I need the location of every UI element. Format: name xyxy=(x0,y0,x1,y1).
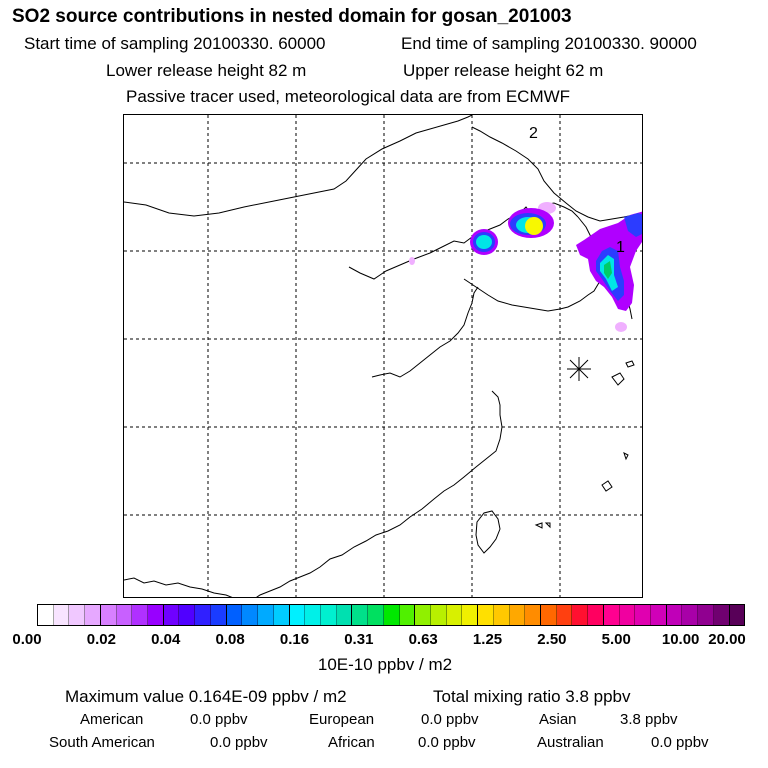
colorbar-swatch xyxy=(273,605,290,625)
colorbar-swatch xyxy=(163,605,180,625)
plume-faint-west xyxy=(409,257,415,265)
colorbar-swatch xyxy=(100,605,117,625)
colorbar-swatch xyxy=(242,605,259,625)
colorbar-tick-label: 0.16 xyxy=(279,631,310,648)
colorbar-swatch xyxy=(556,605,573,625)
colorbar-swatch xyxy=(682,605,699,625)
colorbar-swatch xyxy=(148,605,164,625)
colorbar-swatch xyxy=(619,605,636,625)
end-time-text: End time of sampling 20100330. 90000 xyxy=(401,34,697,53)
colorbar-swatch xyxy=(572,605,589,625)
colorbar-swatch xyxy=(651,605,667,625)
colorbar-swatch xyxy=(38,605,54,625)
source-label-1: 1 xyxy=(616,239,625,256)
colorbar-swatch xyxy=(116,605,133,625)
colorbar-swatch xyxy=(399,605,416,625)
colorbar-tick-label: 1.25 xyxy=(472,631,503,648)
colorbar-tick-label: 2.50 xyxy=(537,631,567,648)
map-panel: 1 2 xyxy=(123,114,643,598)
plume-faint-south xyxy=(615,322,627,332)
colorbar-swatch xyxy=(289,605,306,625)
asterisk-star-icon xyxy=(567,357,591,381)
european-value: 0.0 ppbv xyxy=(421,711,479,728)
colorbar-swatch xyxy=(509,605,526,625)
total-mixing-ratio-text: Total mixing ratio 3.8 ppbv xyxy=(433,687,631,706)
colorbar-tick-label: 20.00 xyxy=(708,631,746,648)
asian-value: 3.8 ppbv xyxy=(620,711,678,728)
colorbar-tick-label: 0.02 xyxy=(86,631,116,648)
graticule xyxy=(124,115,642,597)
colorbar-swatch xyxy=(352,605,369,625)
tracer-note-text: Passive tracer used, meteorological data… xyxy=(126,87,571,106)
american-label: American xyxy=(80,711,144,728)
pollution-plumes xyxy=(409,202,642,332)
map-canvas: 1 2 xyxy=(124,115,642,597)
lower-release-height-text: Lower release height 82 m xyxy=(106,61,307,80)
colorbar-swatch xyxy=(258,605,274,625)
australian-value: 0.0 ppbv xyxy=(651,734,709,751)
colorbar-swatch xyxy=(53,605,70,625)
colorbar-tick-label: 0.08 xyxy=(215,631,245,648)
south-american-value: 0.0 ppbv xyxy=(210,734,268,751)
colorbar-swatch xyxy=(368,605,384,625)
colorbar-swatch xyxy=(493,605,510,625)
colorbar-swatch xyxy=(478,605,494,625)
australian-label: Australian xyxy=(537,734,604,751)
colorbar-swatch xyxy=(383,605,400,625)
colorbar-swatch xyxy=(305,605,321,625)
colorbar-swatch xyxy=(541,605,557,625)
american-value: 0.0 ppbv xyxy=(190,711,248,728)
colorbar-tick-label: 0.04 xyxy=(151,631,181,648)
colorbar-tick-label: 5.00 xyxy=(601,631,631,648)
colorbar-swatch xyxy=(635,605,652,625)
colorbar-swatch xyxy=(603,605,620,625)
colorbar-swatch xyxy=(462,605,479,625)
colorbar-swatch xyxy=(415,605,431,625)
colorbar-swatch xyxy=(336,605,353,625)
african-value: 0.0 ppbv xyxy=(418,734,476,751)
colorbar xyxy=(37,604,745,626)
asian-label: Asian xyxy=(539,711,577,728)
colorbar-swatch xyxy=(525,605,541,625)
source-label-2: 2 xyxy=(529,125,538,142)
colorbar-swatch xyxy=(320,605,337,625)
colorbar-swatch xyxy=(179,605,196,625)
figure-title: SO2 source contributions in nested domai… xyxy=(12,6,572,27)
colorbar-swatch xyxy=(666,605,683,625)
colorbar-swatch xyxy=(713,605,730,625)
colorbar-swatch xyxy=(698,605,714,625)
colorbar-swatch xyxy=(729,605,745,625)
upper-release-height-text: Upper release height 62 m xyxy=(403,61,604,80)
colorbar-swatch xyxy=(69,605,86,625)
colorbar-swatch xyxy=(446,605,463,625)
maximum-value-text: Maximum value 0.164E-09 ppbv / m2 xyxy=(65,687,347,706)
colorbar-swatch xyxy=(430,605,447,625)
colorbar-tick-label: 0.63 xyxy=(408,631,438,648)
colorbar-swatch xyxy=(85,605,101,625)
european-label: European xyxy=(309,711,375,728)
colorbar-swatch xyxy=(226,605,243,625)
colorbar-tick-label: 10.00 xyxy=(661,631,700,648)
south-american-label: South American xyxy=(49,734,155,751)
colorbar-unit-label: 10E-10 ppbv / m2 xyxy=(317,655,453,674)
start-time-text: Start time of sampling 20100330. 60000 xyxy=(24,34,326,53)
colorbar-swatch xyxy=(588,605,604,625)
colorbar-tick-label: 0.00 xyxy=(12,631,42,648)
colorbar-swatch xyxy=(210,605,227,625)
colorbar-swatch xyxy=(195,605,211,625)
colorbar-tick-label: 0.31 xyxy=(344,631,374,648)
african-label: African xyxy=(328,734,375,751)
colorbar-swatch xyxy=(132,605,149,625)
plume-core-yellow xyxy=(525,217,543,235)
